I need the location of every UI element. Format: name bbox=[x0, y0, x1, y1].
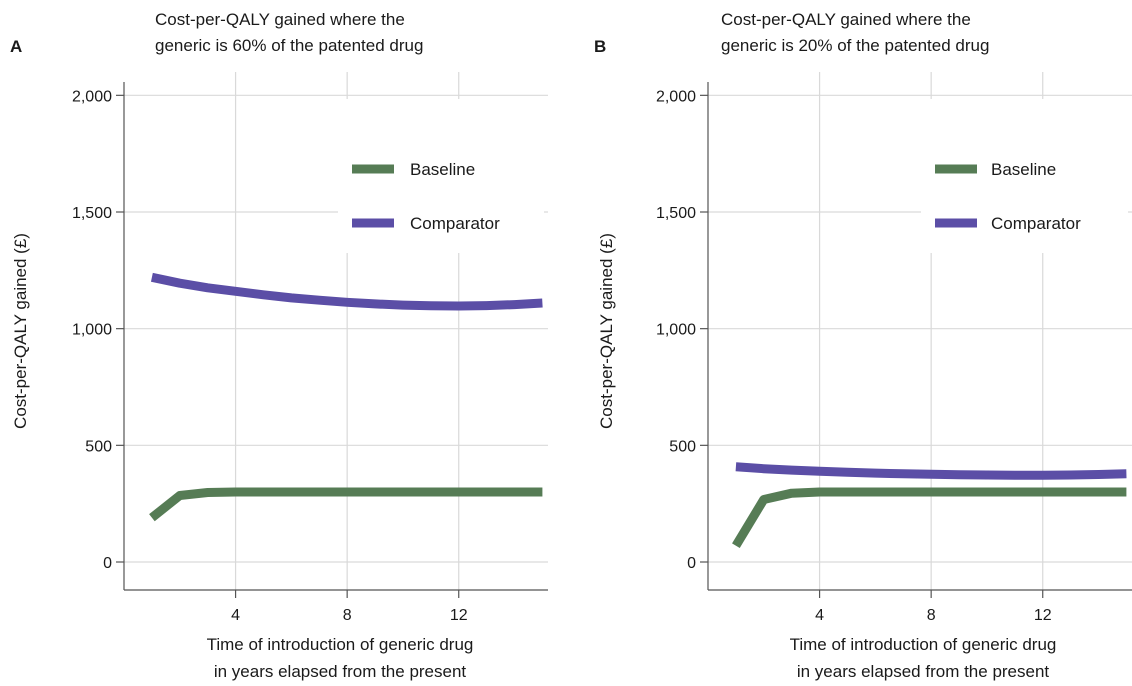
y-tick-label: 500 bbox=[85, 438, 112, 455]
x-tick-label: 12 bbox=[450, 607, 468, 624]
x-tick-label: 4 bbox=[231, 607, 240, 624]
y-tick-label: 0 bbox=[103, 555, 112, 572]
x-tick-label: 8 bbox=[927, 607, 936, 624]
chart-title-line-2: generic is 20% of the patented drug bbox=[721, 36, 989, 55]
chart-title-line-1: Cost-per-QALY gained where the bbox=[155, 10, 405, 29]
y-tick-label: 1,500 bbox=[656, 205, 696, 222]
y-tick-label: 0 bbox=[687, 555, 696, 572]
x-axis-label-line-2: in years elapsed from the present bbox=[214, 662, 467, 681]
y-axis-label: Cost-per-QALY gained (£) bbox=[11, 233, 30, 429]
x-axis-label-line-2: in years elapsed from the present bbox=[797, 662, 1050, 681]
x-tick-label: 8 bbox=[343, 607, 352, 624]
chart-title-line-2: generic is 60% of the patented drug bbox=[155, 36, 423, 55]
legend-label-baseline: Baseline bbox=[991, 160, 1056, 179]
x-axis-label-line-1: Time of introduction of generic drug bbox=[790, 635, 1057, 654]
x-axis-label-line-1: Time of introduction of generic drug bbox=[207, 635, 474, 654]
panel-letter: A bbox=[10, 37, 22, 56]
chart-title-line-1: Cost-per-QALY gained where the bbox=[721, 10, 971, 29]
y-tick-label: 2,000 bbox=[72, 88, 112, 105]
series-line-baseline bbox=[149, 487, 543, 522]
series-line-baseline bbox=[732, 487, 1127, 549]
y-axis-label: Cost-per-QALY gained (£) bbox=[597, 233, 616, 429]
y-tick-label: 1,000 bbox=[72, 322, 112, 339]
y-tick-label: 500 bbox=[669, 438, 696, 455]
y-tick-label: 1,500 bbox=[72, 205, 112, 222]
chart-panel-a: 0 500 1,000 1,500 2,000 4 8 12 Baseline Comparato… bbox=[10, 10, 548, 681]
x-tick-label: 12 bbox=[1034, 607, 1052, 624]
x-tick-label: 4 bbox=[815, 607, 824, 624]
panel-letter: B bbox=[594, 37, 606, 56]
y-tick-label: 2,000 bbox=[656, 88, 696, 105]
legend-label-baseline: Baseline bbox=[410, 160, 475, 179]
series-line-comparator bbox=[735, 462, 1127, 480]
y-tick-label: 1,000 bbox=[656, 322, 696, 339]
chart-panel-b: 0 500 1,000 1,500 2,000 4 8 12 Baseline Comparato… bbox=[594, 10, 1132, 681]
legend-label-comparator: Comparator bbox=[410, 214, 500, 233]
legend-label-comparator: Comparator bbox=[991, 214, 1081, 233]
series-line-comparator bbox=[150, 272, 543, 311]
